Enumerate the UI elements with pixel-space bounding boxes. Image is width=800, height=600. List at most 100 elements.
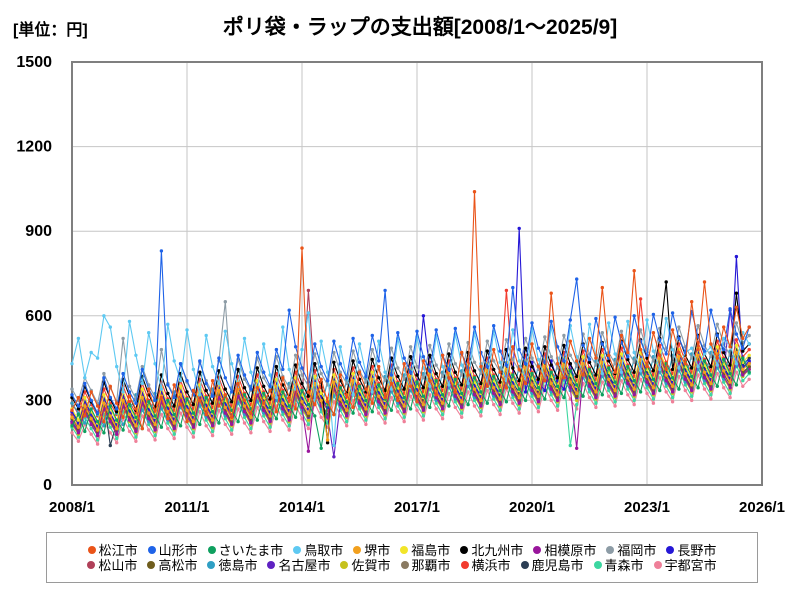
data-point xyxy=(255,366,259,370)
data-point xyxy=(70,431,74,435)
data-point xyxy=(632,379,636,383)
data-point xyxy=(613,404,617,408)
data-point xyxy=(421,414,426,418)
data-point xyxy=(377,339,381,343)
data-point xyxy=(536,386,541,390)
data-point xyxy=(338,414,342,418)
data-point xyxy=(479,381,483,386)
data-point xyxy=(536,394,541,398)
data-point xyxy=(607,359,611,363)
unit-label: [単位：円] xyxy=(13,22,88,39)
data-point xyxy=(140,395,144,400)
data-point xyxy=(153,428,157,432)
data-point xyxy=(645,318,649,322)
data-point xyxy=(338,370,342,374)
legend-row-2: 松山市 高松市 徳島市 名古屋市 佐賀市 那覇市 横浜市 鹿児島市 青森市 宇都宮市 xyxy=(47,559,757,572)
data-point xyxy=(108,425,113,429)
data-point xyxy=(115,432,119,436)
data-point xyxy=(262,419,266,424)
data-point xyxy=(741,379,745,383)
data-point xyxy=(332,373,336,377)
data-point xyxy=(127,384,132,388)
data-point xyxy=(447,376,451,380)
data-point xyxy=(402,356,406,360)
data-point xyxy=(626,350,630,355)
data-point xyxy=(645,374,649,379)
data-point xyxy=(370,370,374,374)
data-point xyxy=(230,400,234,404)
data-point xyxy=(293,407,298,411)
data-point xyxy=(178,393,183,397)
data-point xyxy=(191,367,196,372)
data-point xyxy=(191,431,196,435)
data-point xyxy=(287,395,291,400)
data-point xyxy=(511,395,515,400)
data-point xyxy=(632,393,636,397)
data-point xyxy=(147,400,151,404)
data-point xyxy=(492,347,496,352)
data-point xyxy=(670,367,675,372)
data-point xyxy=(555,376,560,380)
data-point xyxy=(683,377,687,381)
data-point xyxy=(108,419,113,424)
data-point xyxy=(134,424,138,428)
data-point xyxy=(262,370,266,374)
data-point xyxy=(702,352,707,356)
data-point xyxy=(377,359,381,363)
data-point xyxy=(115,407,119,411)
data-point xyxy=(389,381,394,386)
data-point xyxy=(447,342,451,346)
data-point xyxy=(523,398,528,403)
data-point xyxy=(460,411,464,415)
data-point xyxy=(658,353,662,357)
legend-dot-icon xyxy=(460,561,469,569)
data-point xyxy=(741,356,745,360)
data-point xyxy=(172,404,176,408)
legend-item-yamagata: 山形市 xyxy=(147,544,198,557)
data-point xyxy=(530,371,534,376)
data-point xyxy=(747,342,751,346)
data-point xyxy=(709,308,713,312)
data-point xyxy=(536,410,541,414)
legend-label: 名古屋市 xyxy=(278,557,331,573)
data-point xyxy=(722,325,726,329)
data-point xyxy=(230,390,234,394)
data-point xyxy=(217,381,221,386)
data-point xyxy=(472,387,477,391)
data-point xyxy=(587,360,592,364)
legend-item-matsuyama: 松山市 xyxy=(87,559,137,572)
data-point xyxy=(204,388,208,393)
legend-item-nagano: 長野市 xyxy=(666,544,716,557)
data-point xyxy=(645,353,649,357)
data-point xyxy=(594,401,598,405)
data-point xyxy=(498,388,502,393)
data-point xyxy=(70,393,74,397)
data-point xyxy=(747,359,751,363)
data-point xyxy=(338,345,342,349)
data-point xyxy=(76,431,81,435)
data-point xyxy=(562,343,566,348)
legend-item-kitakyushu: 北九州市 xyxy=(460,544,523,557)
data-point xyxy=(357,360,362,364)
data-point xyxy=(300,381,304,386)
data-point xyxy=(594,390,598,394)
data-point xyxy=(594,395,598,400)
legend-label: 鹿児島市 xyxy=(531,557,584,573)
data-point xyxy=(217,369,221,373)
data-point xyxy=(722,369,726,373)
data-point xyxy=(517,379,521,383)
data-point xyxy=(370,377,374,381)
data-point xyxy=(575,394,579,398)
data-point xyxy=(600,353,604,357)
data-point xyxy=(121,371,125,376)
data-point xyxy=(127,390,132,394)
data-point xyxy=(70,415,74,419)
data-point xyxy=(638,369,643,373)
data-point xyxy=(690,366,694,370)
data-point xyxy=(594,316,598,321)
data-point xyxy=(351,405,355,410)
data-point xyxy=(440,374,445,379)
data-point xyxy=(453,362,457,366)
data-point xyxy=(568,369,572,373)
data-point xyxy=(364,380,368,384)
